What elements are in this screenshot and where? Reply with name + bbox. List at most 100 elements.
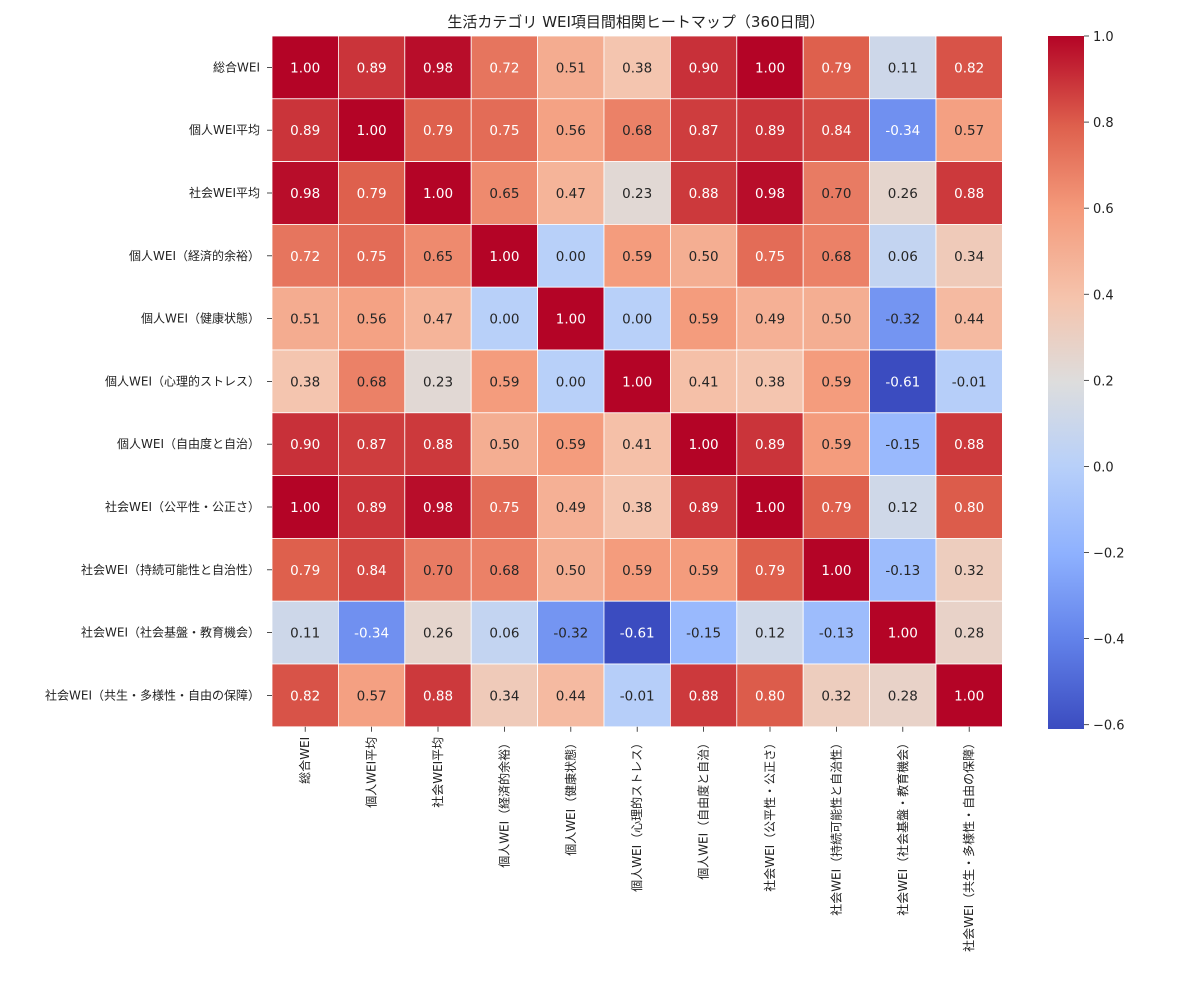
heatmap-cell (537, 98, 605, 163)
heatmap-cell (736, 412, 804, 476)
heatmap-cell (271, 538, 339, 602)
colorbar-tick-label: 0.2 (1093, 374, 1114, 389)
cell-value-label: 0.75 (489, 500, 519, 516)
y-tick-label: 総合WEI (213, 59, 260, 74)
cell-value-label: 1.00 (489, 249, 519, 265)
cell-value-label: 0.79 (821, 60, 851, 76)
y-tick-label: 社会WEI（公平性・公正さ） (105, 499, 260, 514)
cell-value-label: 0.56 (357, 312, 387, 328)
cell-value-label: 0.87 (357, 437, 387, 453)
cell-value-label: 0.79 (423, 123, 453, 139)
heatmap-cell (537, 161, 605, 225)
heatmap-cell (404, 663, 472, 728)
heatmap-cell (670, 161, 738, 225)
cell-value-label: 0.59 (622, 563, 652, 579)
cell-value-label: -0.32 (885, 312, 920, 328)
cell-value-label: 0.79 (357, 186, 387, 202)
cell-value-label: 0.57 (954, 123, 984, 139)
heatmap-cell (603, 538, 671, 602)
cell-value-label: 0.50 (821, 312, 851, 328)
cell-value-label: 0.50 (689, 249, 719, 265)
heatmap-cell (603, 349, 671, 414)
cell-value-label: 0.51 (290, 312, 320, 328)
cell-value-label: 0.70 (423, 563, 453, 579)
cell-value-label: 0.70 (821, 186, 851, 202)
cell-value-label: 0.88 (689, 186, 719, 202)
x-tick-label: 個人WEI（心理的ストレス） (629, 737, 644, 892)
heatmap-cell (404, 600, 472, 665)
heatmap-cell (470, 223, 539, 288)
cell-value-label: -0.34 (885, 123, 920, 139)
heatmap-cell (337, 475, 406, 539)
heatmap-cell (537, 663, 605, 728)
cell-value-label: 0.90 (689, 60, 719, 76)
heatmap-cell (670, 412, 738, 476)
heatmap-cell (802, 161, 871, 225)
heatmap-cell (603, 35, 671, 100)
heatmap-cell (470, 475, 539, 539)
cell-value-label: 1.00 (755, 60, 785, 76)
cell-value-label: 0.32 (821, 688, 851, 704)
x-tick-label: 社会WEI（公平性・公正さ） (762, 737, 777, 892)
x-tick-label: 個人WEI（経済的余裕） (496, 737, 511, 868)
heatmap-cell (869, 35, 937, 100)
heatmap-cell (935, 161, 1003, 225)
heatmap-cell (869, 223, 937, 288)
cell-value-label: 0.84 (357, 563, 387, 579)
cell-value-label: 0.06 (489, 626, 519, 642)
cell-value-label: 0.89 (357, 500, 387, 516)
cell-value-label: 0.38 (290, 374, 320, 390)
y-tick-label: 社会WEI（社会基盤・教育機会） (81, 625, 260, 640)
cell-value-label: -0.15 (686, 626, 721, 642)
heatmap-cell (670, 475, 738, 539)
cell-value-label: 0.68 (357, 374, 387, 390)
heatmap-cell-labels: 1.00 0.89 0.98 0.72 0.51 0.38 0.90 1.00 0.79 0.11… (290, 60, 987, 704)
cell-value-label: 0.98 (290, 186, 320, 202)
cell-value-label: -0.61 (620, 626, 655, 642)
x-axis-tick-labels: 総合WEI 個人WEI平均 社会WEI平均 個人WEI（経済的余裕） 個人WEI（健康状… (297, 726, 976, 952)
heatmap-cell (470, 412, 539, 476)
heatmap-cell (603, 286, 671, 351)
cell-value-label: 0.41 (622, 437, 652, 453)
heatmap-cell (736, 98, 804, 163)
cell-value-label: -0.32 (553, 626, 588, 642)
heatmap-cell (271, 475, 339, 539)
x-tick-label: 個人WEI（自由度と自治） (696, 737, 711, 880)
heatmap-cell (271, 412, 339, 476)
cell-value-label: 0.65 (423, 249, 453, 265)
heatmap-cell (404, 223, 472, 288)
cell-value-label: 0.00 (556, 249, 586, 265)
heatmap-cell (337, 412, 406, 476)
cell-value-label: 0.06 (888, 249, 918, 265)
x-tick-label: 個人WEI平均 (365, 737, 379, 808)
heatmap-cell (537, 600, 605, 665)
cell-value-label: 0.59 (622, 249, 652, 265)
heatmap-cell (802, 600, 871, 665)
x-tick-label: 総合WEI (297, 737, 312, 784)
cell-value-label: 0.32 (954, 563, 984, 579)
heatmap-cell (869, 286, 937, 351)
cell-value-label: 0.88 (423, 437, 453, 453)
cell-value-label: 0.82 (954, 60, 984, 76)
heatmap-cell (470, 538, 539, 602)
heatmap-cell (670, 98, 738, 163)
cell-value-label: 0.50 (489, 437, 519, 453)
chart-title: 生活カテゴリ WEI項目間相関ヒートマップ（360日間） (447, 13, 824, 31)
heatmap-cell (404, 98, 472, 163)
heatmap-cell (935, 475, 1003, 539)
cell-value-label: 0.65 (489, 186, 519, 202)
colorbar-ticks: −0.6 −0.4 −0.2 0.0 0.2 0.4 0.6 0.8 1.0 (1084, 30, 1125, 734)
cell-value-label: 0.89 (290, 123, 320, 139)
cell-value-label: 0.11 (290, 626, 320, 642)
cell-value-label: 0.44 (556, 688, 586, 704)
cell-value-label: 0.49 (556, 500, 586, 516)
heatmap-cell (736, 475, 804, 539)
heatmap-cell (802, 349, 871, 414)
x-tick-label: 社会WEI（持続可能性と自治性） (828, 737, 843, 916)
heatmap-cell (337, 223, 406, 288)
heatmap-cell (337, 663, 406, 728)
cell-value-label: 0.50 (556, 563, 586, 579)
heatmap-cell (404, 538, 472, 602)
heatmap-cell (337, 286, 406, 351)
colorbar-tick-label: 1.0 (1093, 30, 1114, 45)
